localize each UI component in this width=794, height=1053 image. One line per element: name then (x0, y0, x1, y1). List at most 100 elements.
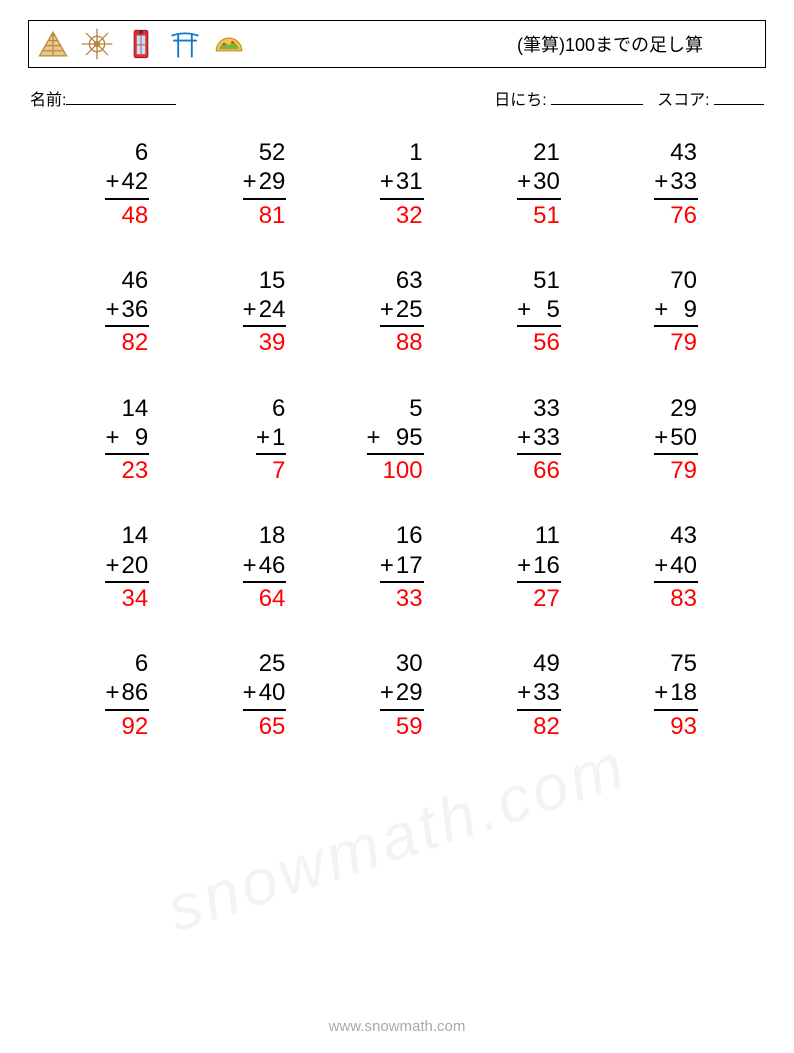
addend-row: +1 (256, 423, 286, 455)
addend: 33 (670, 167, 697, 196)
operator: + (517, 167, 533, 196)
answer: 32 (380, 200, 424, 230)
answer: 51 (517, 200, 561, 230)
addend-row: +31 (380, 167, 424, 199)
answer: 92 (105, 711, 149, 741)
problem: 1+3132 (328, 138, 465, 230)
augend: 14 (105, 521, 149, 550)
addend: 29 (259, 167, 286, 196)
taco-icon (211, 26, 247, 62)
answer: 23 (105, 455, 149, 485)
problem: 63+2588 (328, 266, 465, 358)
worksheet-title: (筆算)100までの足し算 (517, 31, 753, 57)
problem: 5+ 95100 (328, 394, 465, 486)
problem: 21+3051 (466, 138, 603, 230)
problem: 43+33 76 (603, 138, 740, 230)
problem: 11+1627 (466, 521, 603, 613)
addend: 18 (670, 678, 697, 707)
operator: + (517, 551, 533, 580)
addend: 30 (533, 167, 560, 196)
augend: 6 (105, 649, 149, 678)
augend: 5 (367, 394, 424, 423)
answer: 83 (654, 583, 698, 613)
addend: 33 (533, 423, 560, 452)
worksheet-page: (筆算)100までの足し算 名前: 日にち: スコア: 6+424852+298… (0, 0, 794, 1053)
operator: + (654, 678, 670, 707)
problem: 14+ 923 (54, 394, 191, 486)
operator: + (105, 678, 121, 707)
augend: 43 (654, 138, 698, 167)
operator: + (380, 678, 396, 707)
addend: 31 (396, 167, 423, 196)
answer: 7 (256, 455, 286, 485)
answer: 65 (243, 711, 287, 741)
addend: 95 (383, 423, 423, 452)
operator: + (367, 423, 383, 452)
operator: + (105, 551, 121, 580)
augend: 6 (105, 138, 149, 167)
score-blank[interactable] (714, 88, 764, 105)
problem: 6+4248 (54, 138, 191, 230)
answer: 79 (654, 327, 698, 357)
watermark: snowmath.com (158, 728, 636, 946)
augend: 33 (517, 394, 561, 423)
problem: 15+2439 (191, 266, 328, 358)
addend: 16 (533, 551, 560, 580)
name-blank[interactable] (66, 88, 176, 105)
header-box: (筆算)100までの足し算 (28, 20, 766, 68)
answer: 59 (380, 711, 424, 741)
problem: 52+2981 (191, 138, 328, 230)
augend: 75 (654, 649, 698, 678)
answer: 66 (517, 455, 561, 485)
operator: + (243, 551, 259, 580)
augend: 15 (243, 266, 287, 295)
addend-row: +46 (243, 551, 287, 583)
info-row: 名前: 日にち: スコア: (28, 86, 766, 110)
operator: + (380, 551, 396, 580)
answer: 33 (380, 583, 424, 613)
addend-row: +40 (654, 551, 698, 583)
problem: 25+4065 (191, 649, 328, 741)
addend-row: +33 (517, 678, 561, 710)
addend: 33 (533, 678, 560, 707)
operator: + (517, 423, 533, 452)
answer: 48 (105, 200, 149, 230)
addend: 40 (259, 678, 286, 707)
problem: 70+ 979 (603, 266, 740, 358)
augend: 6 (256, 394, 286, 423)
addend-row: +86 (105, 678, 149, 710)
addend-row: + 5 (517, 295, 561, 327)
problem: 75+1893 (603, 649, 740, 741)
augend: 46 (105, 266, 149, 295)
score-label: スコア: (657, 92, 709, 109)
addend: 20 (121, 551, 148, 580)
footer-text: www.snowmath.com (0, 1018, 794, 1035)
addend-row: +40 (243, 678, 287, 710)
problem: 6+17 (191, 394, 328, 486)
problem: 16+1733 (328, 521, 465, 613)
answer: 100 (367, 455, 424, 485)
addend: 29 (396, 678, 423, 707)
answer: 76 (654, 200, 698, 230)
operator: + (517, 678, 533, 707)
addend-row: +24 (243, 295, 287, 327)
operator: + (654, 423, 670, 452)
operator: + (517, 295, 533, 324)
addend-row: +17 (380, 551, 424, 583)
addend-row: +42 (105, 167, 149, 199)
addend: 50 (670, 423, 697, 452)
date-blank[interactable] (551, 88, 643, 105)
operator: + (654, 551, 670, 580)
phonebooth-icon (123, 26, 159, 62)
answer: 27 (517, 583, 561, 613)
addend: 17 (396, 551, 423, 580)
problem: 43+4083 (603, 521, 740, 613)
augend: 30 (380, 649, 424, 678)
augend: 25 (243, 649, 287, 678)
problem: 33+33 66 (466, 394, 603, 486)
addend-row: + 9 (105, 423, 149, 455)
addend: 24 (259, 295, 286, 324)
operator: + (654, 167, 670, 196)
addend-row: + 95 (367, 423, 424, 455)
addend: 86 (121, 678, 148, 707)
